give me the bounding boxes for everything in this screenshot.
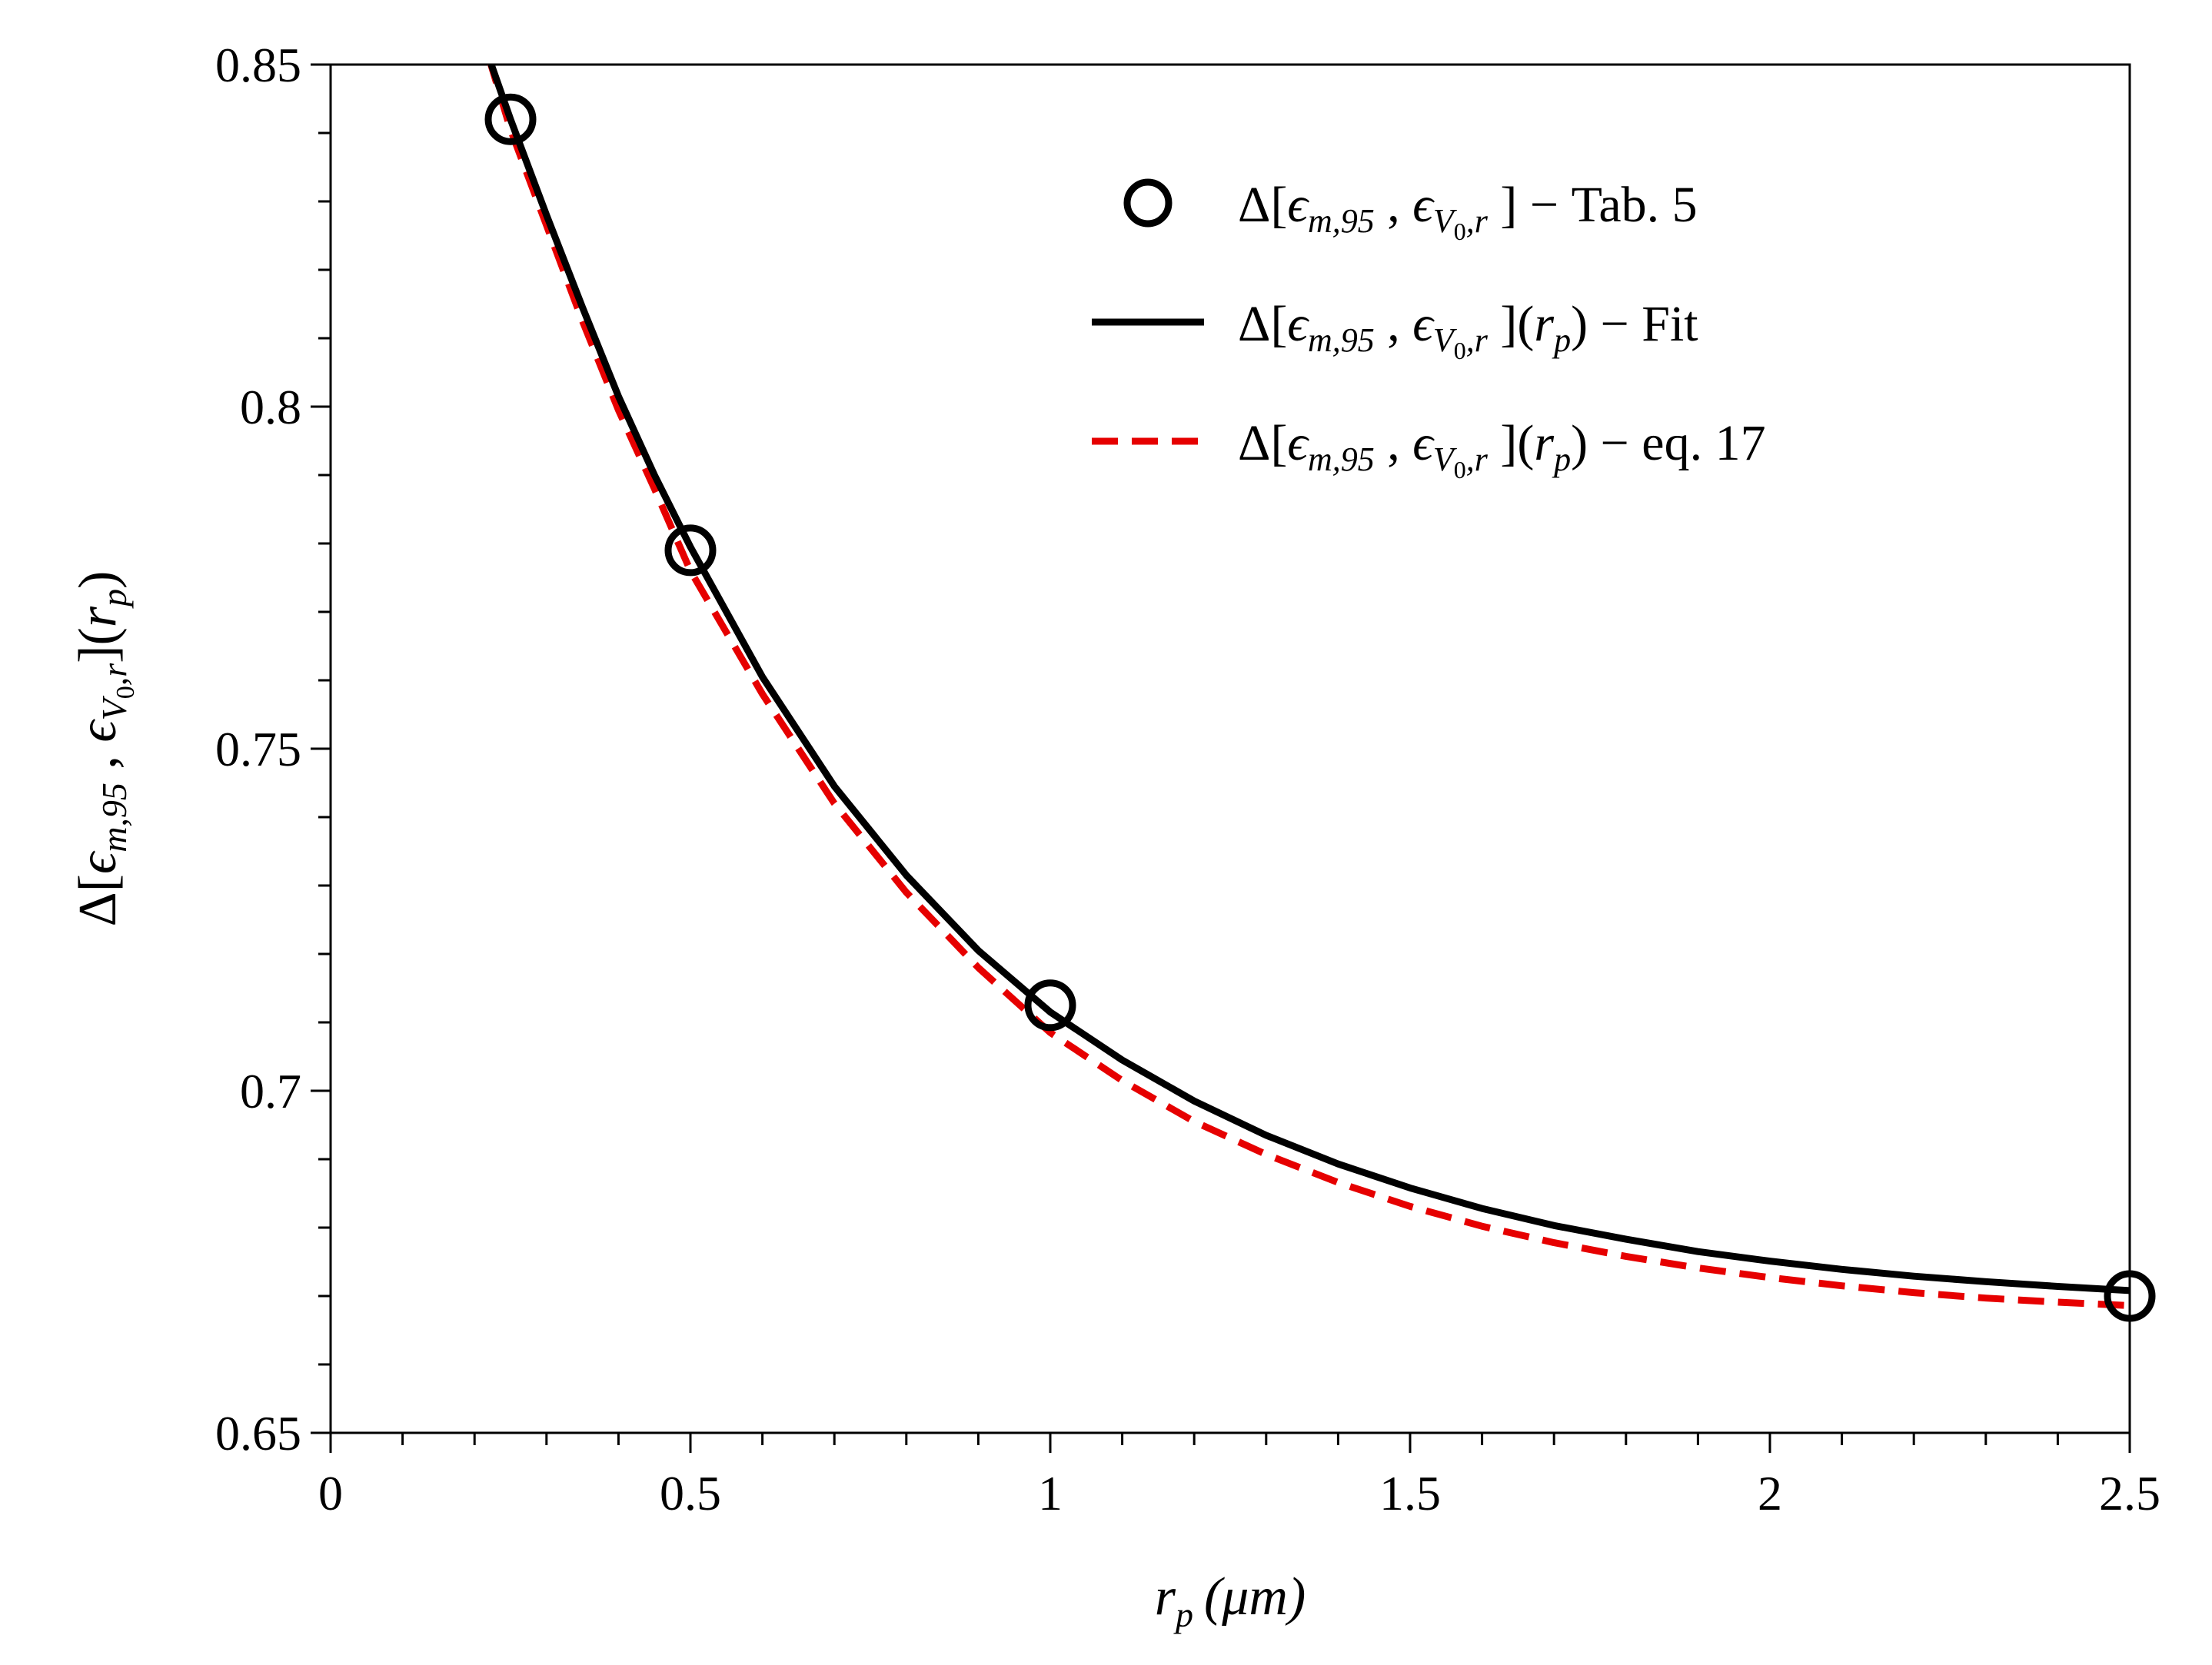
y-axis-title-close: ]( (68, 627, 128, 663)
legend-label-part: , (1375, 415, 1413, 471)
legend-label-part: , (1375, 296, 1413, 352)
y-axis-title-r: r (68, 606, 128, 627)
legend-label-part: ϵ (1412, 177, 1435, 233)
legend-label-part: Δ[ (1238, 415, 1287, 471)
legend-label-part: ϵ (1287, 415, 1309, 471)
x-axis-title: rp (μm) (1155, 1567, 1306, 1634)
plot-area (329, 63, 2131, 1434)
y-tick-label: 0.7 (240, 1064, 301, 1118)
legend-label-part: − Tab. 5 (1517, 177, 1697, 233)
data-point-marker (484, 93, 537, 145)
series-layer (484, 65, 2156, 1322)
x-axis-title-r: r (1155, 1567, 1176, 1627)
legend-label-part: r (1534, 296, 1554, 352)
y-axis-title-delta: Δ[ (68, 874, 128, 926)
legend-label-part: ) (1571, 296, 1588, 352)
y-axis-title-comma: , (68, 743, 128, 783)
data-point-marker (1024, 979, 1076, 1032)
legend-label-part: ,r (1466, 440, 1489, 478)
legend-label-part: 0 (1454, 456, 1466, 484)
legend-label-part: 0 (1454, 337, 1466, 364)
y-tick-label: 0.65 (215, 1406, 301, 1461)
series-line-fit (487, 65, 2130, 1294)
legend-label-part: ]( (1488, 296, 1534, 352)
legend-label-part: V (1433, 321, 1458, 359)
data-point-marker (2104, 1270, 2156, 1322)
legend-label-part: − eq. 17 (1588, 415, 1766, 471)
y-tick-label: 0.8 (240, 380, 301, 434)
legend-label-part: ) (1571, 415, 1588, 471)
legend-label-part: ϵ (1287, 177, 1309, 233)
x-tick-label: 0.5 (660, 1466, 721, 1520)
x-axis-title-unit: (μm) (1204, 1567, 1306, 1627)
y-axis-title-sub1: m,95 (95, 783, 134, 852)
legend-label-part: Δ[ (1238, 177, 1287, 233)
y-axis-title-sub2a: V (95, 695, 134, 720)
y-axis-title-eps1: ϵ (68, 850, 128, 874)
axis-ticks: 0 0.5 1 1.5 2 2.5 0.65 0.7 0.75 0.8 0.85 (215, 38, 2160, 1520)
legend-label: Δ[ϵm,95 , ϵV0,r ](rp) − Fit (1238, 296, 1698, 364)
legend-label-part: p (1552, 440, 1571, 478)
y-tick-label: 0.75 (215, 722, 301, 776)
legend-label-part: r (1534, 415, 1554, 471)
y-axis-title-p: p (95, 589, 134, 609)
legend-label-part: ϵ (1412, 296, 1435, 352)
y-axis-title-eps2: ϵ (68, 719, 128, 743)
data-point-marker (664, 524, 717, 577)
legend-label-part: − Fit (1588, 296, 1698, 352)
legend-label-part: ϵ (1287, 296, 1309, 352)
legend-label: Δ[ϵm,95 , ϵV0,r ](rp) − eq. 17 (1238, 415, 1766, 484)
legend-label-part: p (1552, 321, 1571, 359)
x-tick-label: 2 (1758, 1466, 1782, 1520)
legend-marker-circle (1123, 178, 1173, 228)
legend-label-part: m,95 (1308, 321, 1375, 359)
y-axis-title-sub2c: ,r (95, 663, 134, 686)
x-tick-label: 1.5 (1379, 1466, 1441, 1520)
x-tick-label: 2.5 (2099, 1466, 2160, 1520)
series-line-eq-17 (487, 65, 2130, 1309)
legend-label-part: m,95 (1308, 202, 1375, 240)
legend-label: Δ[ϵm,95 , ϵV0,r ] − Tab. 5 (1238, 177, 1698, 245)
legend-label-part: Δ[ (1238, 296, 1287, 352)
legend: Δ[ϵm,95 , ϵV0,r ] − Tab. 5Δ[ϵm,95 , ϵV0,… (1092, 177, 1766, 484)
y-axis-title-sub2b: 0 (111, 686, 140, 699)
y-axis-title-end: ) (68, 571, 128, 589)
x-tick-label: 0 (318, 1466, 343, 1520)
legend-label-part: ϵ (1412, 415, 1435, 471)
legend-label-part: m,95 (1308, 440, 1375, 478)
legend-label-part: ,r (1466, 321, 1489, 359)
legend-label-part: ,r (1466, 202, 1489, 240)
x-axis-title-p: p (1173, 1595, 1193, 1634)
legend-label-part: ]( (1488, 415, 1534, 471)
legend-label-part: 0 (1454, 218, 1466, 245)
y-axis-title: Δ[ϵm,95 , ϵV0,r](rp) (68, 571, 140, 927)
legend-label-part: ] (1488, 177, 1517, 233)
y-tick-label: 0.85 (215, 38, 301, 92)
x-tick-label: 1 (1038, 1466, 1063, 1520)
legend-label-part: , (1375, 177, 1413, 233)
legend-label-part: V (1433, 440, 1458, 478)
legend-label-part: V (1433, 202, 1458, 240)
